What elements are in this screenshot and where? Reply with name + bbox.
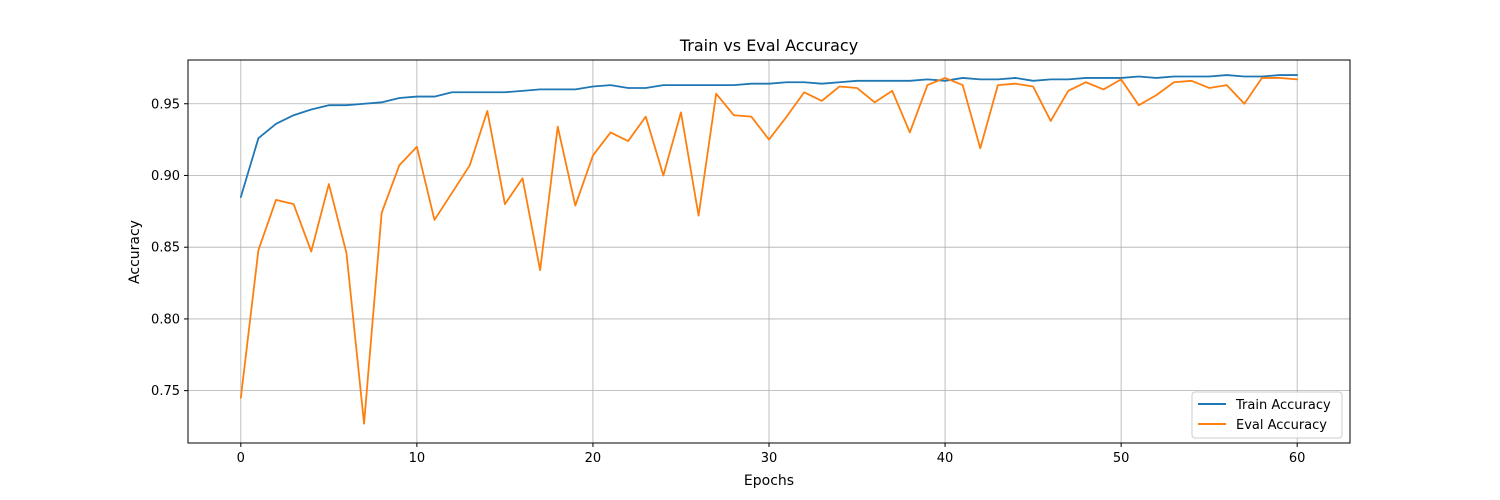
x-tick-label: 40	[937, 451, 954, 466]
x-tick-label: 20	[585, 451, 602, 466]
legend-box	[1191, 391, 1343, 439]
y-tick-label: 0.75	[151, 384, 180, 399]
legend-label-train: Train Accuracy	[1235, 398, 1331, 413]
x-axis-label: Epochs	[744, 473, 794, 489]
eval-accuracy-line	[239, 77, 1299, 425]
series-lines	[239, 74, 1299, 425]
x-tick-label: 10	[409, 451, 426, 466]
y-tick-label: 0.85	[151, 241, 180, 256]
train-accuracy-line	[239, 74, 1299, 198]
axis-ticks: 0 10 20 30 40 50 60 0.75 0.80 0.85 0.90 0.95	[151, 97, 1305, 466]
x-tick-label: 60	[1289, 451, 1306, 466]
grid-lines	[188, 60, 1350, 443]
y-tick-label: 0.95	[151, 97, 180, 112]
x-tick-label: 0	[237, 451, 245, 466]
x-tick-label: 30	[761, 451, 778, 466]
y-tick-label: 0.90	[151, 169, 180, 184]
x-tick-label: 50	[1113, 451, 1130, 466]
chart-title: Train vs Eval Accuracy	[679, 36, 858, 55]
y-axis-label: Accuracy	[127, 220, 143, 284]
y-tick-label: 0.80	[151, 312, 180, 327]
legend: Train Accuracy Eval Accuracy	[1191, 391, 1343, 439]
legend-label-eval: Eval Accuracy	[1236, 418, 1327, 433]
